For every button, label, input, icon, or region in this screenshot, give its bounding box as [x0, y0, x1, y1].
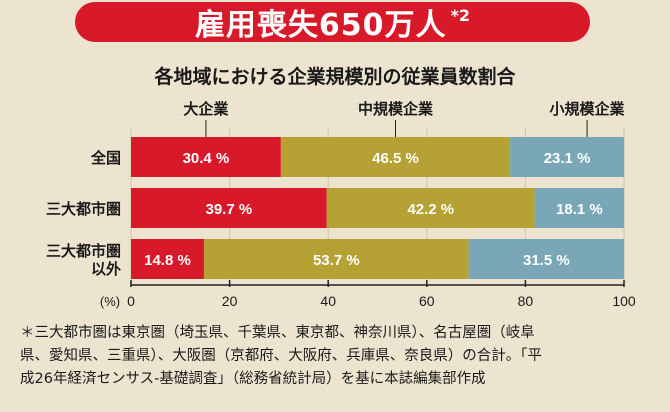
footnote-line: 県、愛知県、三重県）、大阪圏（京都府、大阪府、兵庫県、奈良県）の合計。「平 [20, 348, 542, 364]
x-tick-label: 60 [419, 293, 435, 309]
legend-medium: 中規模企業 [358, 100, 434, 118]
x-tick-label: 40 [320, 293, 336, 309]
bar-large [131, 188, 327, 228]
chart-title: 各地域における企業規模別の従業員数割合 [154, 66, 516, 88]
bar-value-label: 42.2 % [407, 201, 454, 218]
bar-value-label: 30.4 % [183, 150, 230, 167]
bar-medium [203, 239, 469, 279]
bar-value-label: 46.5 % [372, 150, 419, 167]
category-label: 全国 [90, 149, 121, 167]
x-tick-label: 100 [612, 293, 636, 309]
footnote-line: ＊三大都市圏は東京圏（埼玉県、千葉県、東京都、神奈川県）、名古屋圏（岐阜 [20, 325, 535, 341]
x-tick-label: 0 [127, 293, 135, 309]
footnote-line: 成26年経済センサス‐基礎調査」（総務省統計局）を基に本誌編集部作成 [20, 371, 486, 387]
headline-banner: 雇用喪失650万人 *2 [75, 2, 590, 43]
bar-value-label: 23.1 % [544, 150, 591, 167]
bar-large [131, 137, 281, 177]
legend-large: 大企業 [183, 100, 229, 118]
bar-small [534, 188, 624, 228]
footnote: ＊三大都市圏は東京圏（埼玉県、千葉県、東京都、神奈川県）、名古屋圏（岐阜 県、愛… [20, 322, 660, 391]
legend-small: 小規模企業 [550, 100, 626, 118]
bar-value-label: 14.8 % [144, 252, 191, 269]
headline-footnote-mark: *2 [450, 5, 471, 25]
x-tick-label: 20 [222, 293, 238, 309]
category-label: 三大都市圏 [46, 200, 121, 218]
category-label: 三大都市圏 [46, 242, 121, 260]
bar-medium [326, 188, 535, 228]
bar-medium [280, 137, 511, 177]
headline-title: 雇用喪失650万人 [194, 8, 447, 43]
bar-value-label: 53.7 % [313, 252, 360, 269]
category-label: 以外 [91, 260, 121, 278]
bar-large [131, 239, 204, 279]
bar-value-label: 18.1 % [556, 201, 603, 218]
bar-small [510, 137, 624, 177]
bar-value-label: 31.5 % [523, 252, 570, 269]
bar-value-label: 39.7 % [206, 201, 253, 218]
x-axis-unit-label: (%) [100, 294, 120, 309]
bar-small [468, 239, 624, 279]
x-tick-label: 80 [518, 293, 534, 309]
